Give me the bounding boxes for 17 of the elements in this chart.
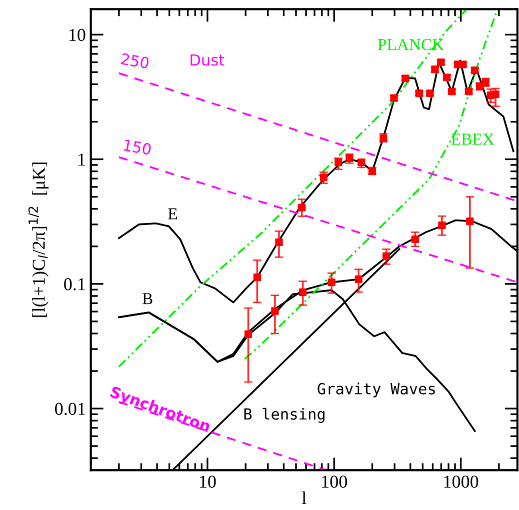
y-tick-label: 1 <box>78 154 85 166</box>
y-tick-label: 0.01 <box>55 402 85 416</box>
series-label: Gravity Waves <box>318 382 435 398</box>
x-axis-title: l <box>302 491 306 504</box>
series-label: B <box>142 293 152 304</box>
series-label: E <box>168 208 177 220</box>
x-tick-label: 10 <box>200 476 216 488</box>
text: 150 <box>123 139 152 156</box>
y-axis-title: [l(l+1)C$_{l}$/2π]$^{1/2}$ [μK] <box>28 162 49 317</box>
y-tick-label: 10 <box>69 28 86 42</box>
x-tick-label: 100 <box>322 476 347 488</box>
series-label: EBEX <box>451 134 494 145</box>
annotation: Dust <box>190 54 224 66</box>
text: 250 <box>120 52 150 69</box>
y-tick-label: 0.1 <box>64 278 85 290</box>
x-tick-label: 1000 <box>444 476 478 488</box>
series-label: B lensing <box>244 408 324 423</box>
